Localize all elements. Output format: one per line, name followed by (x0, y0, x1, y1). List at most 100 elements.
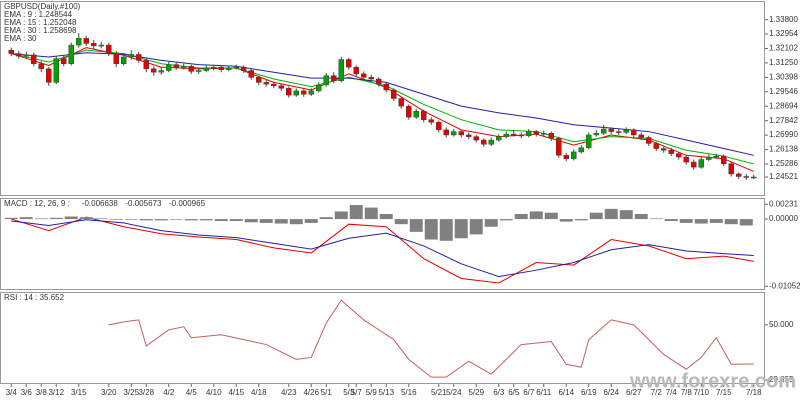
x-tick-label: 5/9 (366, 388, 378, 397)
candle-body (16, 53, 22, 57)
candle-body (376, 78, 382, 85)
histogram-bar (739, 219, 753, 226)
candle-body (98, 44, 104, 47)
candle-body (428, 119, 434, 123)
histogram-bar (514, 213, 528, 220)
x-tick-label: 6/19 (581, 388, 597, 397)
panel-title: MACD : 12, 26, 9 : (4, 199, 70, 208)
candle-body (473, 136, 479, 141)
x-tick-label: 6/5 (508, 388, 520, 397)
candle-body (68, 44, 74, 64)
candle-body (743, 176, 749, 178)
y-tick-label: 1.32954 (769, 29, 798, 38)
histogram-bar (259, 219, 273, 223)
x-tick-label: 5/21 (431, 388, 447, 397)
candle-body (436, 121, 442, 131)
histogram-bar (499, 219, 513, 221)
histogram-bar (634, 213, 648, 220)
histogram-bar (109, 219, 123, 220)
x-tick-label: 3/4 (6, 388, 18, 397)
candle-body (661, 148, 667, 151)
candle-body (593, 133, 599, 136)
candle-body (136, 54, 142, 61)
candle-body (181, 66, 187, 68)
x-tick-label: 4/26 (303, 388, 319, 397)
candle-body (23, 54, 29, 57)
candle-body (383, 83, 389, 91)
x-tick-label: 7/18 (746, 388, 762, 397)
histogram-bar (334, 211, 348, 220)
x-tick-label: 4/2 (163, 388, 175, 397)
candle-body (271, 83, 277, 87)
x-tick-label: 3/28 (138, 388, 154, 397)
x-tick-label: 7/8 (681, 388, 693, 397)
y-tick-label: 1.24521 (769, 172, 798, 181)
legend-entry: EMA : 30 (4, 34, 37, 43)
candle-body (331, 75, 337, 81)
candle-body (151, 68, 157, 73)
line-series (108, 299, 754, 378)
histogram-bar (559, 219, 573, 222)
x-tick-label: 6/3 (493, 388, 505, 397)
candle-body (586, 134, 592, 148)
line-series (11, 216, 754, 284)
candle-body (556, 138, 562, 156)
candle-body (76, 38, 82, 46)
histogram-bar (169, 219, 183, 220)
histogram-bar (364, 207, 378, 220)
candle-body (713, 155, 719, 158)
x-tick-label: 5/13 (378, 388, 394, 397)
candle-body (226, 67, 232, 70)
candle-body (511, 133, 517, 136)
candle-body (698, 159, 704, 168)
candle-body (173, 64, 179, 68)
candle-body (518, 134, 524, 137)
x-tick-label: 5/3 (343, 388, 355, 397)
histogram-bar (439, 219, 453, 241)
x-tick-label: 6/27 (626, 388, 642, 397)
histogram-bar (694, 219, 708, 224)
histogram-bar (529, 211, 543, 220)
candle-body (308, 90, 314, 95)
candle-body (286, 88, 292, 96)
histogram-bar (424, 219, 438, 240)
candle-body (616, 131, 622, 133)
candle-body (121, 56, 127, 64)
histogram-bar (64, 216, 78, 220)
x-tick-label: 7/4 (666, 388, 678, 397)
candle-body (391, 89, 397, 99)
x-tick-label: 7/10 (693, 388, 709, 397)
candle-body (61, 58, 67, 64)
histogram-bar (49, 217, 63, 220)
candle-body (31, 54, 37, 64)
x-tick-label: 6/7 (523, 388, 535, 397)
histogram-bar (79, 217, 93, 220)
x-tick-label: 5/7 (351, 388, 363, 397)
candle-body (398, 98, 404, 107)
candle-body (653, 143, 659, 149)
y-tick-label: 1.26138 (769, 145, 798, 154)
candle-body (541, 133, 547, 135)
candle-body (368, 77, 374, 80)
x-tick-label: 7/15 (716, 388, 732, 397)
candle-body (241, 66, 247, 71)
histogram-bar (19, 217, 33, 220)
candle-body (353, 66, 359, 75)
candle-body (106, 44, 112, 54)
histogram-bar (379, 213, 393, 220)
candle-body (256, 77, 262, 83)
histogram-bar (649, 218, 663, 220)
legend-entry: -0.005673 (125, 199, 162, 208)
candle-body (113, 53, 119, 64)
x-tick-label: 5/24 (446, 388, 462, 397)
candle-body (503, 133, 509, 137)
candle-body (668, 149, 674, 154)
candle-body (736, 173, 742, 177)
histogram-bar (454, 219, 468, 239)
histogram-bar (724, 219, 738, 225)
x-tick-label: 3/8 (36, 388, 48, 397)
histogram-bar (319, 217, 333, 220)
candle-body (218, 66, 224, 70)
